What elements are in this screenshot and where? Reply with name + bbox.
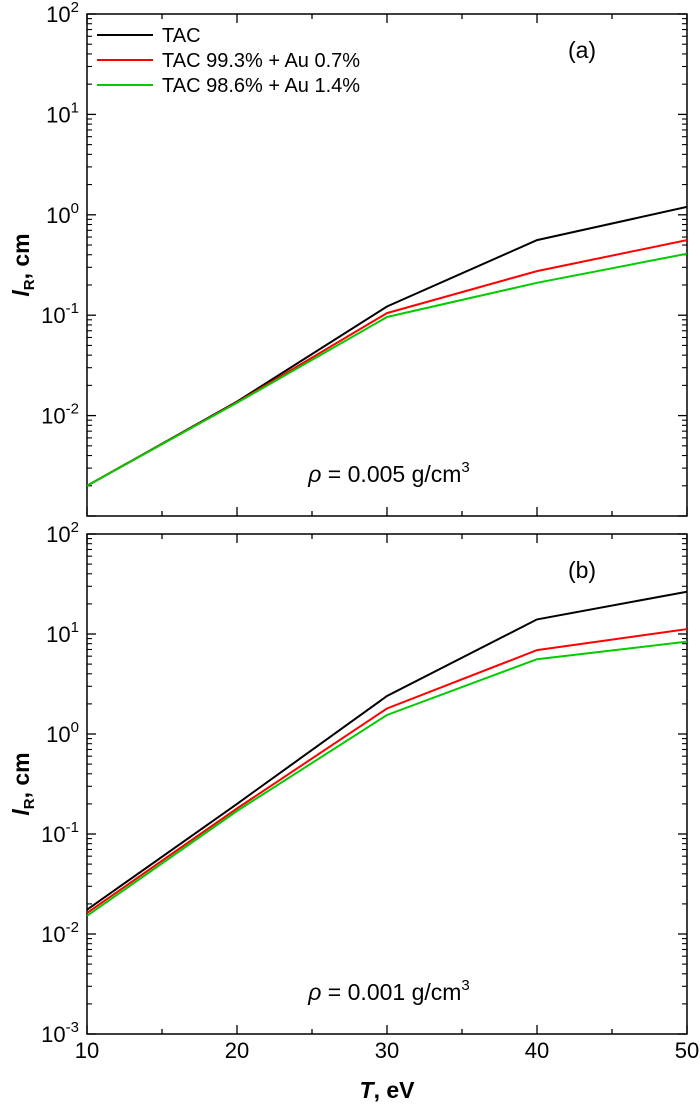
panel-a-density-annotation: ρ = 0.005 g/cm3	[307, 459, 470, 487]
panel-b-density-annotation: ρ = 0.001 g/cm3	[307, 977, 470, 1005]
panel-a: 10-2 10-1 100 101 102 lR, cm TAC TAC 99.3% + Au…	[8, 0, 688, 517]
panel-b-y-axis-label: lR, cm	[8, 752, 38, 815]
panel-b-y-tick-label: 10-3	[41, 1019, 79, 1047]
panel-b-y-tick-label: 101	[46, 619, 79, 647]
panel-b-series-line-2	[87, 640, 687, 917]
panel-b-x-tick-label: 50	[675, 1038, 699, 1063]
panel-b: 10 20 30 40 50 T, eV 10-3 10-2 10-1 100 101 102 lR, …	[8, 519, 699, 1103]
panel-a-y-tick-label: 10-1	[41, 300, 79, 328]
panel-b-series-line-0	[87, 590, 687, 911]
panel-a-series-line-0	[87, 205, 687, 487]
panel-b-series-line-1	[87, 628, 687, 914]
panel-a-y-tick-label: 102	[46, 0, 79, 27]
panel-b-y-tick-label: 10-2	[41, 919, 79, 947]
panel-b-x-tick-label: 40	[525, 1038, 549, 1063]
panel-a-series-line-1	[87, 239, 687, 487]
panel-a-y-tick-label: 101	[46, 99, 79, 127]
legend-label-0: TAC	[162, 25, 201, 47]
panel-b-x-tick-label: 10	[75, 1038, 99, 1063]
panel-a-label: (a)	[568, 37, 596, 63]
panel-b-x-tick-label: 20	[225, 1038, 249, 1063]
legend-label-1: TAC 99.3% + Au 0.7%	[162, 50, 360, 72]
panel-b-y-tick-label: 102	[46, 519, 79, 547]
panel-b-y-tick-label: 100	[46, 719, 79, 747]
panel-b-y-tick-label: 10-1	[41, 819, 79, 847]
panel-a-y-axis-label: lR, cm	[8, 233, 38, 296]
panel-b-x-tick-label: 30	[375, 1038, 399, 1063]
panel-a-series-line-2	[87, 252, 687, 487]
legend-label-2: TAC 98.6% + Au 1.4%	[162, 75, 360, 97]
panel-a-y-tick-label: 10-2	[41, 401, 79, 429]
panel-b-label: (b)	[568, 557, 596, 583]
panel-a-y-tick-label: 100	[46, 200, 79, 228]
x-axis-label: T, eV	[360, 1077, 416, 1103]
